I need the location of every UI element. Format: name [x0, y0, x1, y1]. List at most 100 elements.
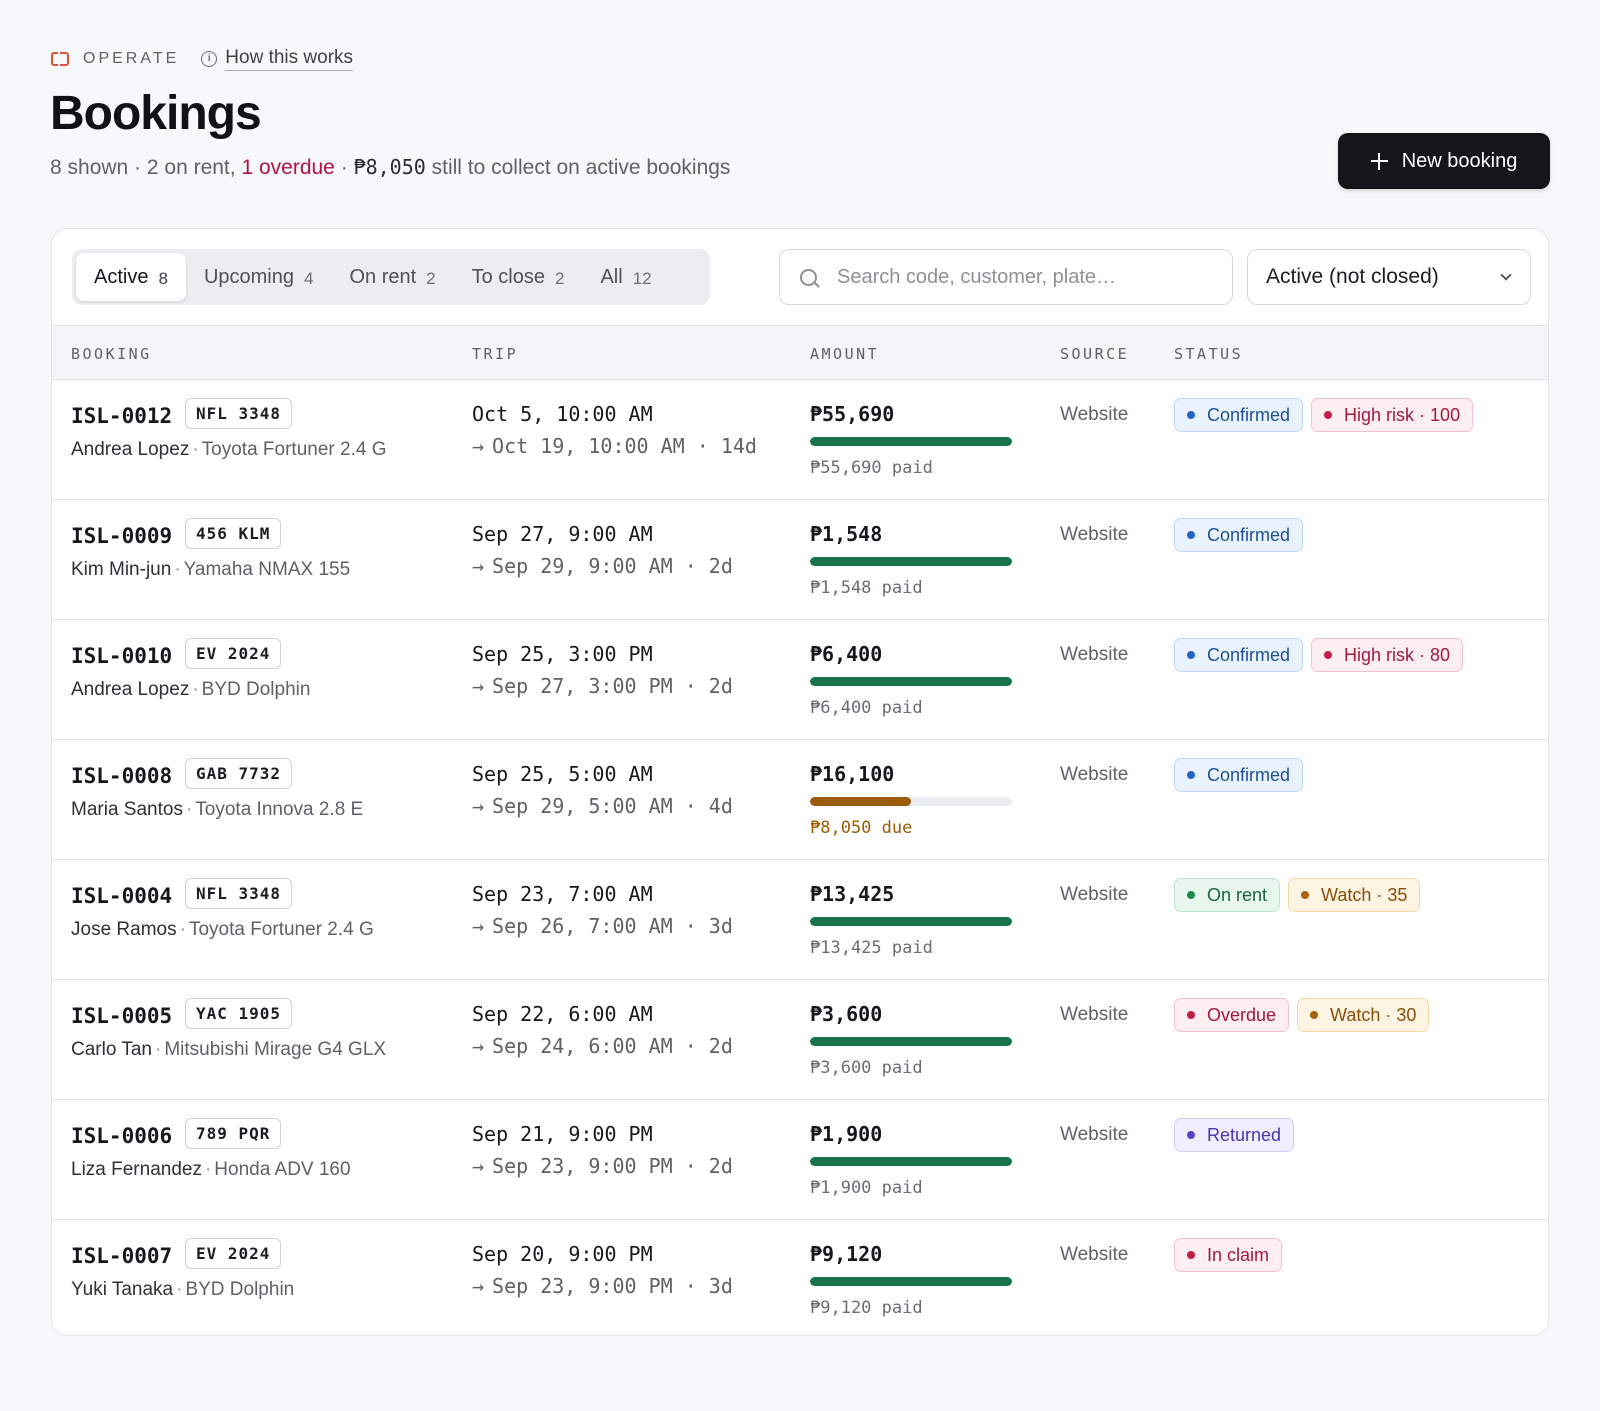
separator-dot: ·	[154, 1039, 162, 1060]
status-filter-select[interactable]: Active (not closed)	[1247, 249, 1531, 305]
booking-code[interactable]: ISL-0005	[71, 1004, 173, 1028]
vehicle-name: Toyota Innova 2.8 E	[195, 799, 364, 820]
separator-dot: ·	[176, 1279, 183, 1300]
booking-code[interactable]: ISL-0007	[71, 1244, 173, 1268]
status-dot-icon	[1187, 1251, 1195, 1259]
payment-progress-fill	[810, 1037, 1012, 1046]
customer-name: Carlo Tan	[71, 1039, 152, 1060]
payment-progress-fill	[810, 917, 1012, 926]
status-dot-icon	[1324, 651, 1333, 659]
trip-start: Sep 27, 9:00 AM	[472, 522, 653, 546]
status-badge-label: On rent	[1207, 884, 1268, 905]
plate-badge: YAC 1905	[185, 998, 293, 1029]
payment-progress-bar	[810, 1037, 1012, 1046]
plate-badge: NFL 3348	[185, 398, 293, 429]
payment-progress-bar	[810, 1277, 1012, 1286]
arrow-right-icon: →	[472, 914, 485, 938]
vehicle-name: Mitsubishi Mirage G4 GLX	[164, 1039, 387, 1060]
vehicle-name: Toyota Fortuner 2.4 G	[201, 439, 387, 460]
tab-all[interactable]: All 12	[582, 253, 669, 301]
how-this-works-link[interactable]: How this works	[225, 47, 354, 71]
payment-progress-fill	[810, 1157, 1012, 1166]
booking-amount: ₱13,425	[810, 882, 895, 906]
status-badge-label: In claim	[1207, 1244, 1270, 1265]
payment-progress-bar	[810, 677, 1012, 686]
booking-amount: ₱3,600	[810, 1002, 883, 1026]
booking-code[interactable]: ISL-0006	[71, 1124, 173, 1148]
table-row[interactable]: ISL-0012 NFL 3348 Andrea Lopez · Toyota Fort…	[52, 380, 1548, 500]
payment-status-text: ₱6,400 paid	[810, 698, 923, 718]
booking-amount: ₱9,120	[810, 1242, 883, 1266]
plate-badge: EV 2024	[185, 1238, 282, 1269]
search-icon	[800, 268, 817, 286]
booking-source: Website	[1060, 1244, 1129, 1265]
arrow-right-icon: →	[472, 1154, 485, 1178]
plus-icon	[1370, 152, 1388, 170]
trip-start: Sep 21, 9:00 PM	[472, 1122, 653, 1146]
trip-end-row: → Sep 23, 9:00 PM · 2d	[472, 1154, 733, 1178]
status-badges: In claim	[1174, 1238, 1283, 1272]
info-icon: i	[201, 51, 218, 67]
payment-progress-fill	[810, 557, 1012, 566]
payment-progress-bar	[810, 557, 1012, 566]
customer-name: Andrea Lopez	[71, 439, 190, 460]
status-badge: Overdue	[1174, 998, 1290, 1032]
arrow-right-icon: →	[472, 1274, 485, 1298]
status-dot-icon	[1301, 891, 1310, 899]
booking-code[interactable]: ISL-0004	[71, 884, 173, 908]
status-badges: Confirmed	[1174, 758, 1304, 792]
status-dot-icon	[1324, 411, 1333, 419]
booking-code[interactable]: ISL-0012	[71, 404, 173, 428]
customer-name: Liza Fernandez	[71, 1159, 202, 1180]
table-row[interactable]: ISL-0006 789 PQR Liza Fernandez · Honda ADV …	[52, 1100, 1548, 1220]
summary-counts: 8 shown · 2 on rent,	[50, 156, 242, 179]
status-dot-icon	[1187, 771, 1195, 779]
payment-status-text: ₱1,900 paid	[810, 1178, 923, 1198]
column-header-booking: BOOKING	[71, 345, 152, 363]
booking-code[interactable]: ISL-0010	[71, 644, 173, 668]
customer-name: Andrea Lopez	[71, 679, 190, 700]
summary-separator: ·	[334, 156, 354, 179]
trip-end-row: → Sep 29, 9:00 AM · 2d	[472, 554, 733, 578]
trip-start: Sep 20, 9:00 PM	[472, 1242, 653, 1266]
tab-to-close[interactable]: To close 2	[454, 253, 583, 301]
booking-code[interactable]: ISL-0008	[71, 764, 173, 788]
booking-code[interactable]: ISL-0009	[71, 524, 173, 548]
payment-progress-bar	[810, 797, 1012, 806]
summary-overdue: 1 overdue	[241, 156, 335, 179]
tab-label: On rent	[349, 265, 417, 288]
column-header-source: SOURCE	[1060, 345, 1130, 363]
booking-source: Website	[1060, 1004, 1129, 1025]
tab-upcoming[interactable]: Upcoming 4	[186, 253, 332, 301]
booking-source: Website	[1060, 524, 1129, 545]
arrow-right-icon: →	[472, 1034, 485, 1058]
status-badge-label: Confirmed	[1207, 404, 1291, 425]
bookings-table-body: ISL-0012 NFL 3348 Andrea Lopez · Toyota Fort…	[52, 380, 1548, 1335]
table-row[interactable]: ISL-0004 NFL 3348 Jose Ramos · Toyota Fortun…	[52, 860, 1548, 980]
vehicle-name: Toyota Fortuner 2.4 G	[188, 919, 374, 940]
trip-end-row: → Sep 24, 6:00 AM · 2d	[472, 1034, 733, 1058]
trip-end: Sep 24, 6:00 AM · 2d	[492, 1034, 733, 1058]
table-row[interactable]: ISL-0007 EV 2024 Yuki Tanaka · BYD Dolphin Se…	[52, 1220, 1548, 1335]
vehicle-name: Honda ADV 160	[214, 1159, 351, 1180]
trip-start: Sep 22, 6:00 AM	[472, 1002, 653, 1026]
page-title: Bookings	[50, 87, 262, 140]
booking-amount: ₱1,548	[810, 522, 883, 546]
status-tabs: Active 8 Upcoming 4 On rent 2 To close 2…	[72, 249, 710, 305]
search-input[interactable]	[837, 265, 1217, 289]
tab-on-rent[interactable]: On rent 2	[331, 253, 453, 301]
table-row[interactable]: ISL-0009 456 KLM Kim Min-jun · Yamaha NMAX 1…	[52, 500, 1548, 620]
table-row[interactable]: ISL-0010 EV 2024 Andrea Lopez · BYD Dolphin S…	[52, 620, 1548, 740]
status-badge: In claim	[1174, 1238, 1283, 1272]
tab-active[interactable]: Active 8	[76, 253, 186, 301]
table-row[interactable]: ISL-0005 YAC 1905 Carlo Tan · Mitsubishi Mir…	[52, 980, 1548, 1100]
table-row[interactable]: ISL-0008 GAB 7732 Maria Santos · Toyota Inno…	[52, 740, 1548, 860]
payment-progress-fill	[810, 1277, 1012, 1286]
new-booking-button[interactable]: New booking	[1338, 133, 1550, 189]
status-badge-label: Confirmed	[1207, 764, 1291, 785]
separator-dot: ·	[192, 679, 199, 700]
status-dot-icon	[1187, 1131, 1195, 1139]
tab-count: 4	[303, 269, 314, 288]
payment-progress-fill	[810, 797, 911, 806]
booking-amount: ₱6,400	[810, 642, 883, 666]
